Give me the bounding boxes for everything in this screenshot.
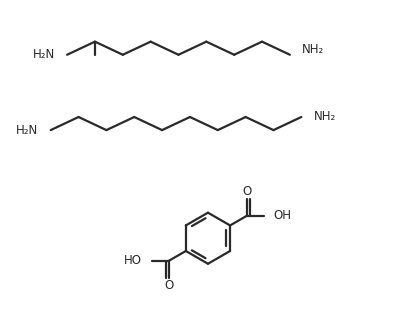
- Text: OH: OH: [273, 209, 291, 222]
- Text: O: O: [164, 279, 173, 291]
- Text: H₂N: H₂N: [32, 48, 55, 61]
- Text: HO: HO: [124, 254, 142, 267]
- Text: O: O: [242, 185, 252, 198]
- Text: NH₂: NH₂: [302, 43, 325, 56]
- Text: H₂N: H₂N: [16, 124, 38, 137]
- Text: NH₂: NH₂: [314, 111, 336, 123]
